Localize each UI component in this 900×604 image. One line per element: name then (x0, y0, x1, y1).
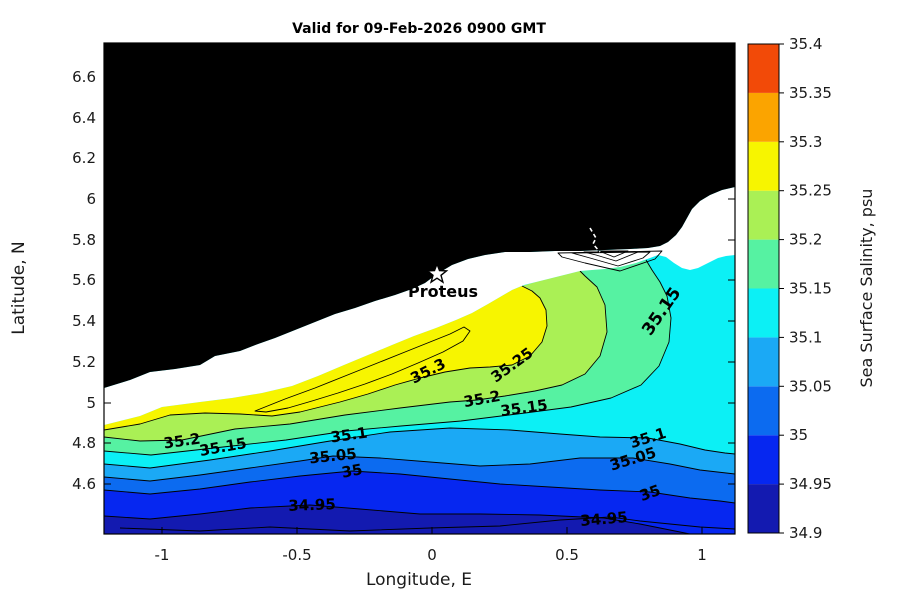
contour-field (104, 43, 735, 534)
y-tick: 6.2 (72, 149, 96, 167)
plume-band-35.10 (557, 250, 663, 272)
colorbar-cell (748, 92, 779, 142)
y-tick: 5.6 (72, 271, 96, 289)
station-star-icon (425, 262, 449, 284)
river-mark (589, 227, 601, 253)
x-tick: 0.5 (555, 546, 579, 564)
contour-label-34.95-w: 34.95 (288, 495, 336, 515)
figure-title: Valid for 09-Feb-2026 0900 GMT (292, 21, 546, 37)
contour-35.15-line (104, 259, 672, 456)
x-tick: -1 (155, 546, 170, 564)
contour-34.95-line (104, 504, 693, 534)
y-axis-label: Latitude, N (9, 241, 29, 335)
coastal-plume (557, 250, 663, 272)
station-marker: Proteus (408, 262, 478, 301)
plume-band-34.95 (597, 250, 629, 258)
colorbar-tick-label: 34.95 (789, 475, 832, 493)
colorbar-tick-label: 35.3 (789, 133, 822, 151)
plot-border (103, 42, 736, 535)
y-tick: 6.6 (72, 68, 96, 86)
contour-35.05-line (104, 455, 735, 482)
contour-label-35.1-w: 35.1 (329, 424, 368, 447)
contour-35.25-line (104, 285, 548, 431)
band-35.20-35.25 (104, 271, 607, 441)
y-tick: 5.4 (72, 312, 96, 330)
x-tick: 0 (427, 546, 437, 564)
colorbar-tick-label: 35 (789, 426, 808, 444)
colorbar: 34.9 34.95 35 35.05 35.1 35.15 35.2 35.2… (747, 35, 876, 542)
land-mask (104, 43, 735, 388)
x-tick: 1 (697, 546, 707, 564)
colorbar-cell (748, 337, 779, 387)
y-tick: 5.8 (72, 231, 96, 249)
station-label: Proteus (408, 282, 478, 301)
colorbar-cell (748, 386, 779, 436)
y-tick-labels: 6.6 6.4 6.2 6 5.8 5.6 5.4 5.2 5 4.8 4.6 (72, 68, 96, 493)
colorbar-tick-label: 35.15 (789, 280, 832, 298)
y-tick: 6.4 (72, 109, 96, 127)
band-35.15-35.20 (104, 260, 671, 455)
colorbar-cell (748, 484, 779, 533)
contour-35.1-line (104, 427, 735, 469)
colorbar-cell (748, 239, 779, 289)
band-35.25-35.30 (104, 286, 547, 430)
colorbar-cell (748, 288, 779, 338)
colorbar-tick-label: 35.05 (789, 377, 832, 395)
y-tick: 5.2 (72, 353, 96, 371)
colorbar-cell (748, 435, 779, 485)
y-tick: 6 (86, 190, 96, 208)
colorbar-tick-label: 35.1 (789, 328, 822, 346)
colorbar-tick-label: 35.25 (789, 182, 832, 200)
tick-marks (104, 43, 735, 534)
y-tick: 5 (86, 394, 96, 412)
colorbar-tick-labels: 34.9 34.95 35 35.05 35.1 35.15 35.2 35.2… (789, 35, 832, 542)
colorbar-cell (748, 44, 779, 93)
colorbar-tick-label: 34.9 (789, 524, 822, 542)
colorbar-tick-label: 35.2 (789, 231, 822, 249)
colorbar-tick-label: 35.35 (789, 84, 832, 102)
colorbar-cell (748, 190, 779, 240)
nodata-strip (104, 187, 735, 425)
contour-35.0-line (104, 470, 735, 504)
contour-35.2-line (104, 270, 608, 442)
colorbar-label: Sea Surface Salinity, psu (857, 189, 876, 388)
contour-label-34.95-e: 34.95 (580, 508, 629, 530)
axes-box (103, 42, 736, 535)
x-tick: -0.5 (282, 546, 311, 564)
colorbar-tick-label: 35.4 (789, 35, 822, 53)
x-axis-label: Longitude, E (366, 570, 472, 590)
colorbar-ticks (779, 43, 784, 534)
contour-label-35.2-w: 35.2 (162, 430, 201, 453)
contour-label-35.05-w: 35.05 (308, 445, 357, 468)
x-tick-labels: -1 -0.5 0 0.5 1 (155, 546, 707, 564)
colorbar-cell (748, 141, 779, 191)
band-35.30-35.35 (254, 326, 471, 413)
y-tick: 4.8 (72, 434, 96, 452)
y-tick: 4.6 (72, 475, 96, 493)
contour-label-35.0-w: 35 (340, 460, 364, 481)
plume-band-35.00 (583, 251, 639, 262)
contour-34.9-line (119, 516, 735, 532)
